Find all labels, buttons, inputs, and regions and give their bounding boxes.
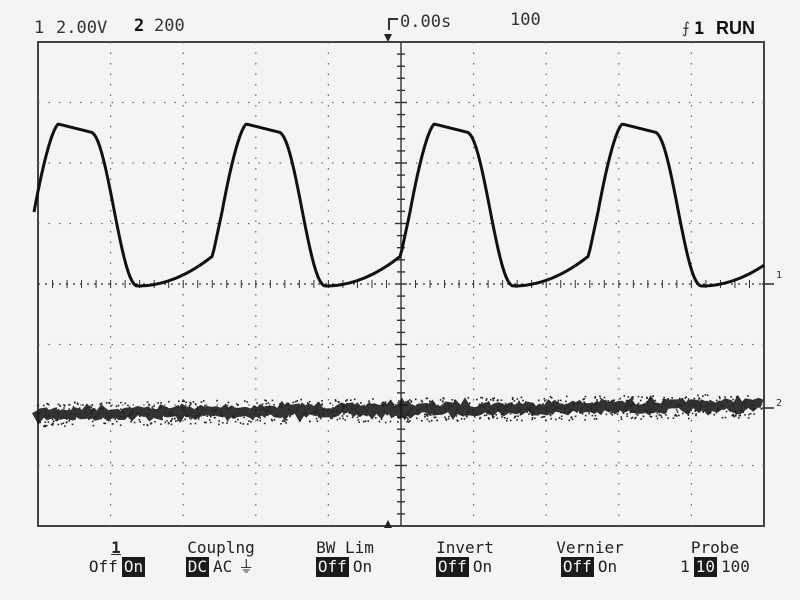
ch1-scale: 2.00V — [56, 18, 108, 38]
ch2-label: 2 — [134, 16, 145, 36]
softkey-probe-options: 1 10 100 — [655, 557, 775, 577]
softkey-vernier-options: Off On — [535, 557, 645, 577]
trigger-edge-icon: ⨍ — [682, 19, 690, 37]
ch2-ground-marker: 2 — [776, 398, 782, 409]
softkey-invert[interactable]: Invert Off On — [410, 538, 520, 577]
softkey-option[interactable]: Off — [435, 557, 469, 577]
time-scale: 100 — [510, 10, 541, 30]
softkey-coupling-title: Couplng — [187, 538, 255, 557]
softkey-probe-title: Probe — [690, 538, 740, 557]
trigger-time-marker-top — [384, 34, 392, 42]
trigger-position-icon — [383, 12, 398, 30]
softkey-vernier-title: Vernier — [556, 538, 624, 557]
softkey-option[interactable]: 1 — [680, 557, 690, 576]
trigger-time-marker-bottom — [384, 520, 392, 528]
softkey-option[interactable]: 10 — [693, 557, 717, 577]
softkey-invert-title: Invert — [436, 538, 494, 557]
softkey-invert-options: Off On — [410, 557, 520, 577]
time-offset: 0.00s — [400, 12, 452, 32]
softkey-option[interactable]: On — [121, 557, 146, 577]
ch1-label: 1 — [34, 18, 45, 38]
softkey-bw-limit[interactable]: BW Lim Off On — [290, 538, 400, 577]
softkey-menu: 1 Off On Couplng DC AC ⏚ BW Lim Off On Inver… — [0, 538, 800, 600]
softkey-option[interactable]: On — [472, 557, 493, 576]
ch2-noise-trace — [32, 395, 764, 425]
softkey-probe[interactable]: Probe 1 10 100 — [655, 538, 775, 577]
ch1-waveform-trace — [32, 122, 765, 288]
softkey-vernier[interactable]: Vernier Off On — [535, 538, 645, 577]
scope-display: 1 2 — [32, 34, 782, 528]
ch2-noise-speckle — [36, 394, 763, 428]
ch2-scale: 200 — [154, 16, 185, 36]
softkey-option[interactable]: ⏚ — [238, 557, 255, 576]
run-state: RUN — [716, 18, 755, 38]
softkey-option[interactable]: AC — [212, 557, 233, 576]
softkey-option[interactable]: 100 — [721, 557, 750, 576]
softkey-option[interactable]: Off — [560, 557, 594, 577]
status-bar: 1 2.00V 2 200 0.00s 100 ⨍ 1 RUN — [0, 0, 800, 44]
softkey-bw-limit-options: Off On — [290, 557, 400, 577]
ch1-ground-marker: 1 — [776, 270, 782, 281]
softkey-channel-display[interactable]: 1 Off On — [66, 538, 166, 577]
softkey-channel-title: 1 — [111, 538, 121, 557]
trigger-source: 1 — [694, 19, 705, 39]
softkey-coupling-options: DC AC ⏚ — [166, 557, 276, 577]
softkey-channel-options: Off On — [66, 557, 166, 577]
softkey-option[interactable]: Off — [315, 557, 349, 577]
softkey-coupling[interactable]: Couplng DC AC ⏚ — [166, 538, 276, 577]
softkey-option[interactable]: On — [352, 557, 373, 576]
softkey-option[interactable]: Off — [88, 557, 118, 576]
softkey-option[interactable]: DC — [185, 557, 209, 577]
softkey-bw-limit-title: BW Lim — [316, 538, 374, 557]
softkey-option[interactable]: On — [597, 557, 618, 576]
